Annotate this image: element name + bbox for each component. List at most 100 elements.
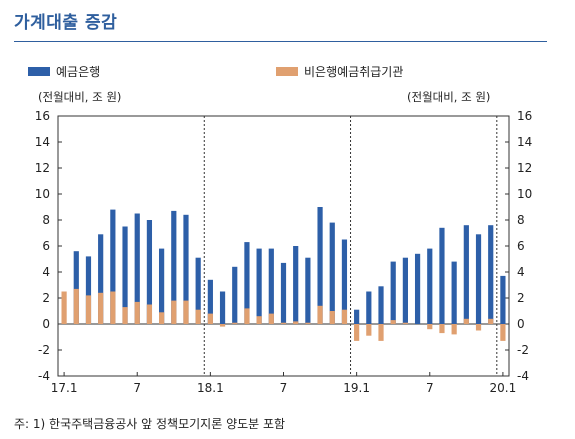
bar-nonbank [61,291,67,324]
y-tick-label-left: -2 [38,343,50,357]
y-tick-label-left: -4 [38,369,50,383]
bar-bank [378,286,384,324]
bar-bank [85,256,92,324]
bar-nonbank [354,324,360,341]
bar-bank [317,207,323,324]
x-tick-label: 17.1 [51,381,78,395]
y-tick-label-right: 2 [517,291,525,305]
bar-nonbank [439,324,445,334]
bar-nonbank [402,322,408,324]
bar-bank [366,291,372,324]
bar-bank [402,257,408,324]
bar-nonbank [183,300,189,324]
y-tick-label-left: 14 [35,135,50,149]
bar-nonbank [305,322,311,324]
page-title: 가계대출 증감 [14,13,118,33]
bar-bank [134,213,140,324]
bar-nonbank [171,300,177,324]
bar-bank [427,248,433,324]
bar-bank [171,210,177,324]
bar-nonbank [500,324,506,341]
y-tick-label-right: 16 [517,109,532,123]
bar-nonbank [366,324,372,336]
bar-bank [122,226,128,324]
bar-nonbank [317,305,323,324]
y-tick-label-right: 8 [517,213,525,227]
y-tick-label-right: 0 [517,317,525,331]
footnote: 주: 1) 한국주택금융공사 앞 정책모기지론 양도분 포함 [14,417,286,431]
bar-nonbank [390,320,396,324]
y-tick-label-left: 10 [35,187,50,201]
bar-nonbank [329,311,335,324]
y-tick-label-right: 14 [517,135,532,149]
y-tick-label-right: -4 [517,369,529,383]
bar-nonbank [195,309,201,324]
bar-bank [244,242,250,324]
y-tick-label-left: 2 [42,291,50,305]
bar-bank [390,261,396,324]
bar-nonbank [280,322,287,324]
y-tick-label-left: 16 [35,109,50,123]
bar-nonbank [219,324,226,327]
legend-nonbank: 비은행예금취급기관 [276,63,403,80]
bar-bank [463,225,469,324]
bar-nonbank [475,324,482,331]
bar-nonbank [232,322,238,324]
y-tick-label-right: -2 [517,343,529,357]
legend-bank-label: 예금은행 [56,65,101,79]
bar-nonbank [110,291,116,324]
bar-bank [183,214,189,324]
x-tick-label: 7 [133,381,141,395]
bar-bank [451,261,457,324]
x-tick-label: 7 [280,381,288,395]
title-rule [14,41,547,42]
bar-nonbank [73,288,79,324]
bar-bank [293,246,299,324]
legend-bank: 예금은행 [28,63,100,80]
y-tick-label-left: 8 [42,213,50,227]
bar-bank [219,291,226,324]
unit-left: (전월대비, 조 원) [38,90,122,104]
x-tick-label: 19.1 [343,381,370,395]
y-tick-label-left: 6 [42,239,50,253]
bar-bank [232,266,238,324]
bar-bank [329,222,335,324]
bar-nonbank [451,324,457,335]
bar-nonbank [463,318,469,324]
bar-nonbank [134,301,140,324]
bar-bank [256,248,262,324]
bar-bank [305,257,311,324]
bar-nonbank [159,312,165,324]
bar-bank [280,262,287,324]
bar-bank [488,225,494,324]
bar-nonbank [207,313,213,324]
bar-bank [268,248,274,324]
bar-nonbank [341,309,348,324]
x-tick-label: 7 [426,381,434,395]
bar-bank [159,248,165,324]
legend-bank-swatch [28,67,50,76]
bar-bank [195,257,201,324]
unit-right: (전월대비, 조 원) [407,90,491,104]
bar-nonbank [378,324,384,341]
bar-bank [354,309,360,324]
bar-bank [414,253,421,324]
y-tick-label-left: 4 [42,265,50,279]
bar-nonbank [293,321,299,324]
bar-bank [500,275,506,324]
y-tick-label-right: 10 [517,187,532,201]
bar-bank [98,234,104,324]
bar-nonbank [85,295,92,324]
bar-nonbank [268,313,274,324]
bar-nonbank [146,304,153,324]
y-tick-label-left: 12 [35,161,50,175]
bar-nonbank [488,318,494,324]
bar-bank [207,279,213,324]
bar-bank [110,209,116,324]
bar-bank [146,220,153,324]
bar-bank [475,234,482,324]
bar-nonbank [122,307,128,324]
bar-bank [341,239,348,324]
y-tick-label-left: 0 [42,317,50,331]
